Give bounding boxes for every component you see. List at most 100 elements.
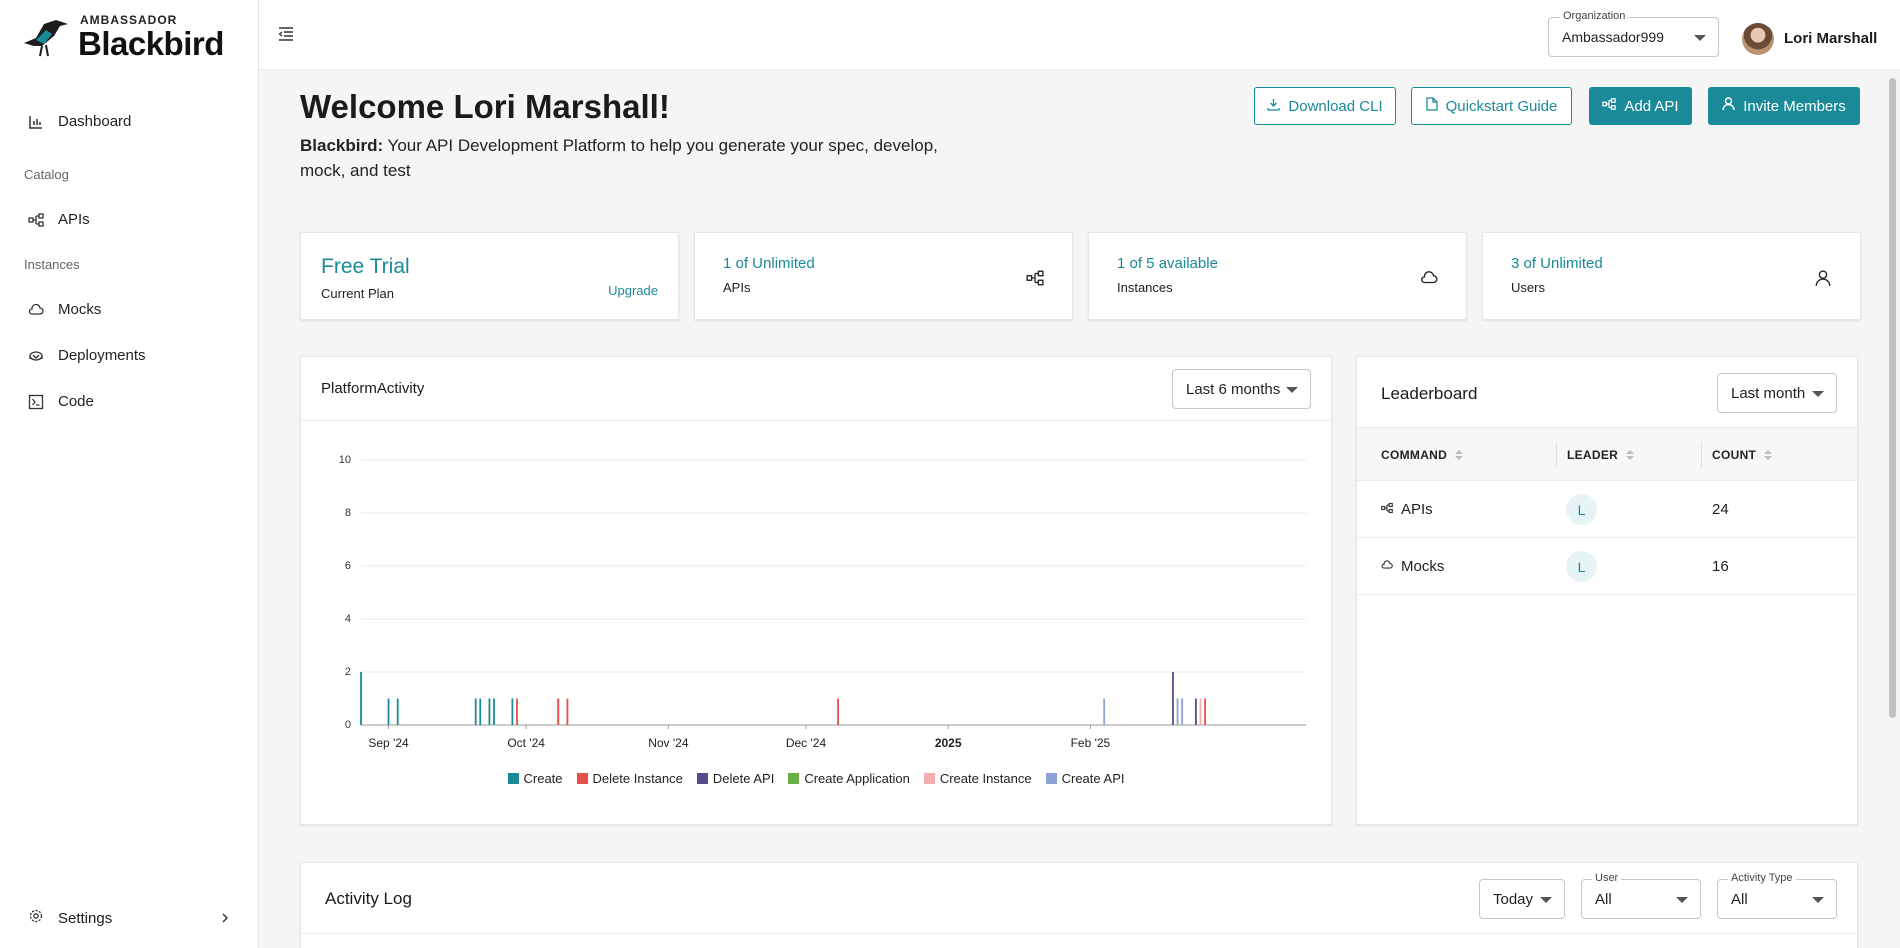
sidebar-item-label: APIs bbox=[58, 211, 90, 228]
download-cli-button[interactable]: Download CLI bbox=[1254, 87, 1396, 125]
caret-down-icon bbox=[1676, 897, 1688, 903]
add-api-button[interactable]: Add API bbox=[1589, 87, 1692, 125]
invite-members-button[interactable]: Invite Members bbox=[1708, 87, 1860, 125]
organization-label: Organization bbox=[1560, 10, 1629, 22]
x-tick-label: Feb '25 bbox=[1071, 736, 1111, 750]
legend-item[interactable]: Delete Instance bbox=[576, 771, 683, 786]
tagline-brand: Blackbird: bbox=[300, 136, 384, 155]
apis-stat-label: APIs bbox=[723, 280, 751, 295]
blackbird-logo-icon bbox=[24, 20, 68, 57]
sort-icon bbox=[1455, 450, 1464, 460]
row-command-label: APIs bbox=[1401, 501, 1433, 518]
instances-stat-card: 1 of 5 available Instances bbox=[1088, 232, 1467, 320]
brand-title: Blackbird bbox=[78, 25, 224, 62]
sidebar-item-dashboard[interactable]: Dashboard bbox=[28, 113, 131, 130]
legend-item[interactable]: Delete API bbox=[696, 771, 774, 786]
x-tick-label: 2025 bbox=[935, 736, 962, 750]
user-filter-select[interactable]: User All bbox=[1581, 872, 1701, 919]
apis-stat-value: 1 of Unlimited bbox=[723, 255, 815, 272]
caret-down-icon bbox=[1812, 897, 1824, 903]
users-stat-label: Users bbox=[1511, 280, 1545, 295]
platform-activity-header bbox=[301, 357, 1331, 421]
add-api-label: Add API bbox=[1624, 97, 1679, 115]
legend-item[interactable]: Create Application bbox=[788, 771, 910, 786]
sidebar-item-mocks[interactable]: Mocks bbox=[28, 301, 101, 318]
brand-logo[interactable]: AMBASSADOR Blackbird bbox=[22, 14, 224, 60]
collapse-menu-icon[interactable] bbox=[277, 26, 295, 42]
cloud-icon bbox=[1381, 558, 1393, 575]
activity-range-select[interactable]: Last 6 months bbox=[1172, 369, 1311, 409]
apis-stat-card: 1 of Unlimited APIs bbox=[694, 232, 1073, 320]
legend-label: Create Instance bbox=[939, 771, 1032, 786]
user-name[interactable]: Lori Marshall bbox=[1784, 30, 1878, 47]
instances-stat-label: Instances bbox=[1117, 280, 1173, 295]
platform-activity-card: PlatformActivity Last 6 months 0 2 4 6 8 10 Se… bbox=[300, 356, 1332, 825]
column-count-label: COUNT bbox=[1712, 448, 1757, 462]
page-scrollbar[interactable] bbox=[1889, 78, 1896, 718]
activity-range-value: Last 6 months bbox=[1186, 381, 1281, 398]
plan-label: Current Plan bbox=[321, 286, 394, 301]
sidebar-item-settings[interactable]: Settings bbox=[28, 908, 230, 928]
table-row[interactable]: APIs L 24 bbox=[1357, 481, 1857, 538]
sidebar-section-instances: Instances bbox=[24, 257, 80, 272]
leaderboard-table-header: COMMAND LEADER COUNT bbox=[1357, 427, 1857, 481]
sidebar-item-label: Dashboard bbox=[58, 113, 132, 130]
cloud-icon bbox=[28, 302, 44, 318]
api-nodes-icon bbox=[1026, 269, 1044, 287]
leaderboard-range-select[interactable]: Last month bbox=[1717, 373, 1837, 413]
leaderboard-card: Leaderboard Last month COMMAND LEADER CO… bbox=[1356, 356, 1858, 825]
avatar[interactable] bbox=[1742, 23, 1774, 55]
caret-down-icon bbox=[1694, 35, 1706, 41]
y-tick-label: 4 bbox=[345, 613, 351, 625]
row-command: APIs bbox=[1381, 501, 1433, 518]
invite-members-label: Invite Members bbox=[1743, 97, 1846, 115]
y-tick-label: 8 bbox=[345, 507, 351, 519]
chevron-right-icon bbox=[220, 910, 230, 927]
column-command[interactable]: COMMAND bbox=[1381, 448, 1464, 462]
leader-avatar: L bbox=[1566, 551, 1597, 582]
gear-icon bbox=[28, 908, 44, 928]
row-count: 16 bbox=[1712, 558, 1729, 575]
table-row[interactable]: Mocks L 16 bbox=[1357, 538, 1857, 595]
x-tick-label: Oct '24 bbox=[507, 736, 545, 750]
bar-chart-icon bbox=[28, 114, 44, 130]
legend-label: Create bbox=[523, 771, 563, 786]
activity-period-value: Today bbox=[1493, 891, 1534, 908]
column-count[interactable]: COUNT bbox=[1712, 448, 1773, 462]
legend-swatch bbox=[696, 773, 708, 784]
row-count: 24 bbox=[1712, 501, 1729, 518]
activity-type-select[interactable]: Activity Type All bbox=[1717, 872, 1837, 919]
y-tick-label: 0 bbox=[345, 719, 351, 731]
legend-item[interactable]: Create bbox=[507, 771, 563, 786]
sidebar-item-label: Deployments bbox=[58, 347, 146, 364]
activity-period-select[interactable]: Today bbox=[1479, 879, 1565, 919]
platform-activity-title: PlatformActivity bbox=[321, 380, 425, 397]
main-content: Welcome Lori Marshall! Blackbird: Your A… bbox=[259, 70, 1882, 948]
plan-card: Free Trial Current Plan Upgrade bbox=[300, 232, 679, 320]
quickstart-guide-button[interactable]: Quickstart Guide bbox=[1411, 87, 1572, 125]
api-nodes-icon bbox=[28, 212, 44, 228]
brand-subtitle: AMBASSADOR bbox=[80, 13, 178, 27]
activity-log-card: Activity Log Today User All Activity Typ… bbox=[300, 862, 1858, 948]
top-bar: Organization Ambassador999 Lori Marshall bbox=[259, 0, 1900, 70]
user-icon bbox=[1722, 97, 1735, 115]
user-filter-label: User bbox=[1592, 872, 1622, 884]
column-leader[interactable]: LEADER bbox=[1567, 448, 1635, 462]
divider bbox=[301, 933, 1857, 934]
legend-item[interactable]: Create API bbox=[1045, 771, 1124, 786]
sidebar-item-code[interactable]: Code bbox=[28, 393, 94, 410]
legend-swatch bbox=[507, 773, 519, 784]
sidebar-section-catalog: Catalog bbox=[24, 167, 69, 182]
sidebar-item-apis[interactable]: APIs bbox=[28, 211, 90, 228]
upgrade-link[interactable]: Upgrade bbox=[608, 283, 658, 298]
api-nodes-icon bbox=[1602, 97, 1617, 115]
leaderboard-range-value: Last month bbox=[1731, 385, 1806, 402]
legend-swatch bbox=[576, 773, 588, 784]
deployments-icon bbox=[28, 348, 44, 364]
activity-type-value: All bbox=[1731, 891, 1748, 908]
sidebar-item-deployments[interactable]: Deployments bbox=[28, 347, 146, 364]
organization-select[interactable]: Organization Ambassador999 bbox=[1548, 10, 1719, 57]
legend-item[interactable]: Create Instance bbox=[923, 771, 1032, 786]
activity-type-label: Activity Type bbox=[1728, 872, 1796, 884]
user-filter-value: All bbox=[1595, 891, 1612, 908]
